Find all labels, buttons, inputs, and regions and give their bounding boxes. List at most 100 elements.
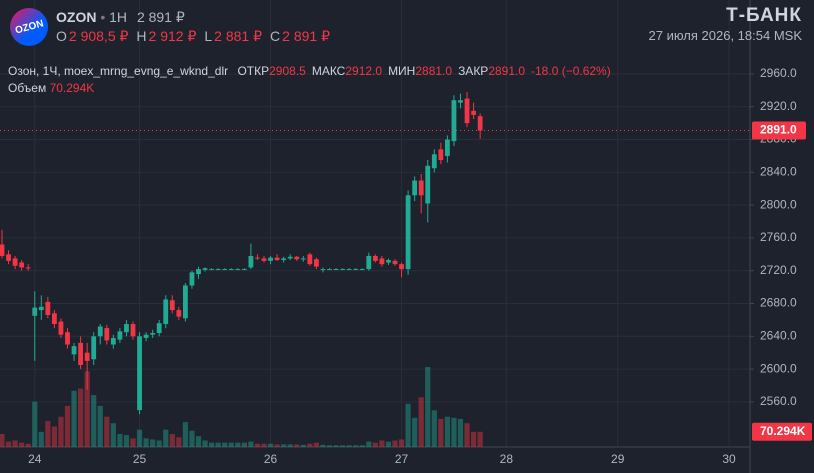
candle-body [438, 149, 444, 161]
candle-body [458, 100, 463, 103]
candle-body [281, 258, 287, 261]
volume-bar [215, 442, 221, 447]
logo-circle: OZON [10, 8, 48, 46]
candle-body [287, 256, 293, 259]
candle-body [84, 352, 90, 361]
candle-body [156, 323, 162, 334]
candle-body [52, 313, 57, 325]
candle-body [261, 258, 267, 261]
volume-bar [117, 434, 123, 447]
volume-bar [64, 405, 71, 447]
volume-bar [261, 443, 267, 447]
candle-body [379, 258, 385, 265]
interval: 1H [109, 9, 128, 25]
legend-key: МИН [388, 64, 416, 78]
y-tick-label: 2960.0 [760, 66, 797, 80]
price: 2 891 ₽ [136, 9, 185, 25]
candle-body [58, 321, 64, 335]
volume-bar [464, 423, 470, 447]
last-volume-box [752, 422, 812, 441]
volume-bar [222, 442, 228, 447]
volume-bar [287, 444, 293, 447]
candle-body [12, 258, 18, 266]
volume-bar [300, 444, 306, 447]
volume-bar [110, 423, 116, 447]
candle-body [451, 100, 457, 142]
y-tick-label: 2680.0 [760, 296, 797, 310]
candle-body [124, 324, 129, 333]
candle-body [65, 332, 70, 345]
candle-body [340, 269, 345, 271]
ohlc-key: L [204, 28, 213, 44]
volume-bar [169, 434, 175, 447]
candle-body [91, 336, 97, 360]
volume-bar [438, 418, 444, 447]
candle-body [150, 333, 156, 335]
volume-bar [202, 440, 208, 447]
volume-bar [241, 442, 247, 447]
ohlc-value: 2 881 ₽ [214, 28, 263, 44]
legend-change: -18.0 (−0.62%) [531, 64, 611, 78]
volume-bar [398, 439, 405, 447]
candle-body [183, 285, 188, 319]
candle-body [425, 165, 431, 204]
volume-bar [431, 410, 437, 447]
last-price-label: 2891.0 [760, 123, 797, 137]
volume-bar [451, 417, 457, 447]
candle-body [346, 269, 352, 271]
volume-bar [97, 405, 103, 447]
volume-bar [163, 429, 169, 447]
candle-body [104, 328, 110, 341]
volume-bar [457, 418, 464, 447]
x-tick-label: 28 [500, 452, 514, 466]
legend-title: Озон, 1Ч, moex_mrng_evng_e_wknd_dlr [8, 64, 229, 78]
volume-bar [195, 436, 202, 447]
volume-legend: Объем 70.294K [8, 81, 94, 95]
y-tick-label: 2760.0 [760, 230, 797, 244]
volume-bar [307, 443, 313, 447]
volume-bar [274, 444, 280, 447]
volume-bar [58, 416, 64, 447]
volume-bar [418, 397, 424, 447]
x-tick-label: 27 [395, 452, 409, 466]
candle-body [228, 269, 234, 271]
volume-bar [176, 437, 182, 447]
volume-bar [372, 442, 378, 447]
last-volume-label: 70.294K [760, 424, 806, 438]
x-tick-label: 24 [28, 452, 42, 466]
volume-bar [32, 401, 38, 447]
logo: OZON [10, 8, 50, 48]
candle-body [359, 269, 365, 271]
volume-bar [340, 445, 346, 447]
volume-bar [412, 417, 418, 447]
candle-body [431, 154, 437, 169]
candle-body [248, 255, 254, 268]
volume-bar [136, 429, 143, 447]
separator: • [100, 9, 106, 25]
candle-body [314, 259, 319, 267]
legend-key: МАКС [311, 64, 346, 78]
ohlc-value: 2 912 ₽ [148, 28, 197, 44]
volume-bar [379, 440, 385, 447]
candle-body [274, 257, 280, 261]
candle-body [38, 306, 44, 311]
volume-bar [123, 435, 130, 447]
volume-value: 70.294K [49, 81, 95, 95]
candle-body [143, 334, 149, 338]
candle-body [412, 180, 418, 196]
y-tick-label: 2840.0 [760, 165, 797, 179]
candle-body [268, 257, 273, 261]
volume-bar [294, 444, 300, 447]
volume-bar [78, 388, 84, 447]
y-tick-label: 2800.0 [760, 197, 797, 211]
candle-body [405, 195, 411, 270]
candle-body [471, 110, 476, 115]
candle-body [372, 255, 378, 261]
volume-bar [12, 440, 18, 447]
volume-bar [19, 442, 25, 447]
ohlc-value: 2 908,5 ₽ [68, 28, 129, 44]
header-line: OZON • 1H 2 891 ₽ [56, 9, 185, 26]
volume-bar [104, 416, 110, 447]
